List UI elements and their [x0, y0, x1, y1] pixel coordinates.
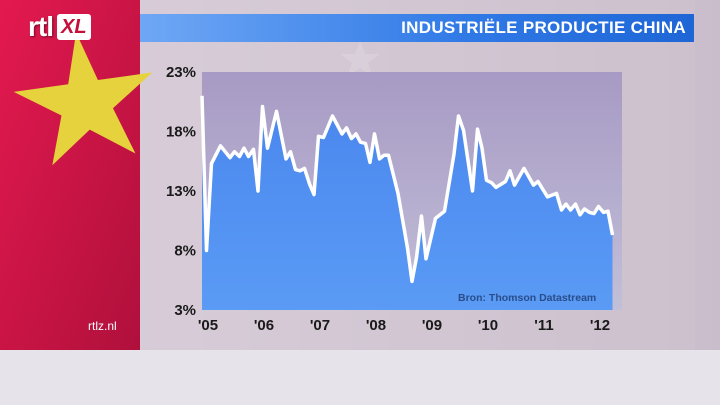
y-tick-label: 23%	[166, 64, 196, 81]
x-tick-label: '06	[254, 317, 274, 334]
chart: 23% 18% 13% 8% 3%'05 '06 '07 '08 '09 '10 '11 '12	[166, 64, 615, 334]
x-tick-label: '08	[366, 317, 386, 334]
x-tick-label: '11	[534, 317, 553, 334]
y-tick-label: 8%	[174, 243, 196, 260]
bottom-strip	[0, 350, 720, 405]
series-line	[200, 95, 615, 284]
flag-panel	[0, 0, 140, 350]
logo-xl: XL	[57, 14, 91, 40]
flag-star-icon	[13, 32, 153, 166]
logo: rtl XL	[28, 10, 124, 44]
x-tick-label: '05	[198, 317, 218, 334]
logo-rtl: rtl	[28, 11, 54, 42]
series-area	[202, 95, 613, 310]
faint-star-icon	[340, 40, 380, 77]
x-tick-label: '10	[478, 317, 498, 334]
x-tick-label: '07	[310, 317, 330, 334]
y-tick-label: 18%	[166, 124, 196, 141]
x-tick-label: '12	[590, 317, 610, 334]
site-label: rtlz.nl	[88, 319, 117, 333]
chart-title: INDUSTRIËLE PRODUCTIE CHINA	[401, 18, 686, 37]
title-bar: INDUSTRIËLE PRODUCTIE CHINA	[140, 14, 694, 42]
x-tick-label: '09	[422, 317, 442, 334]
source-label: Bron: Thomson Datastream	[458, 292, 597, 304]
y-tick-label: 13%	[166, 183, 196, 200]
y-tick-label: 3%	[174, 302, 196, 319]
